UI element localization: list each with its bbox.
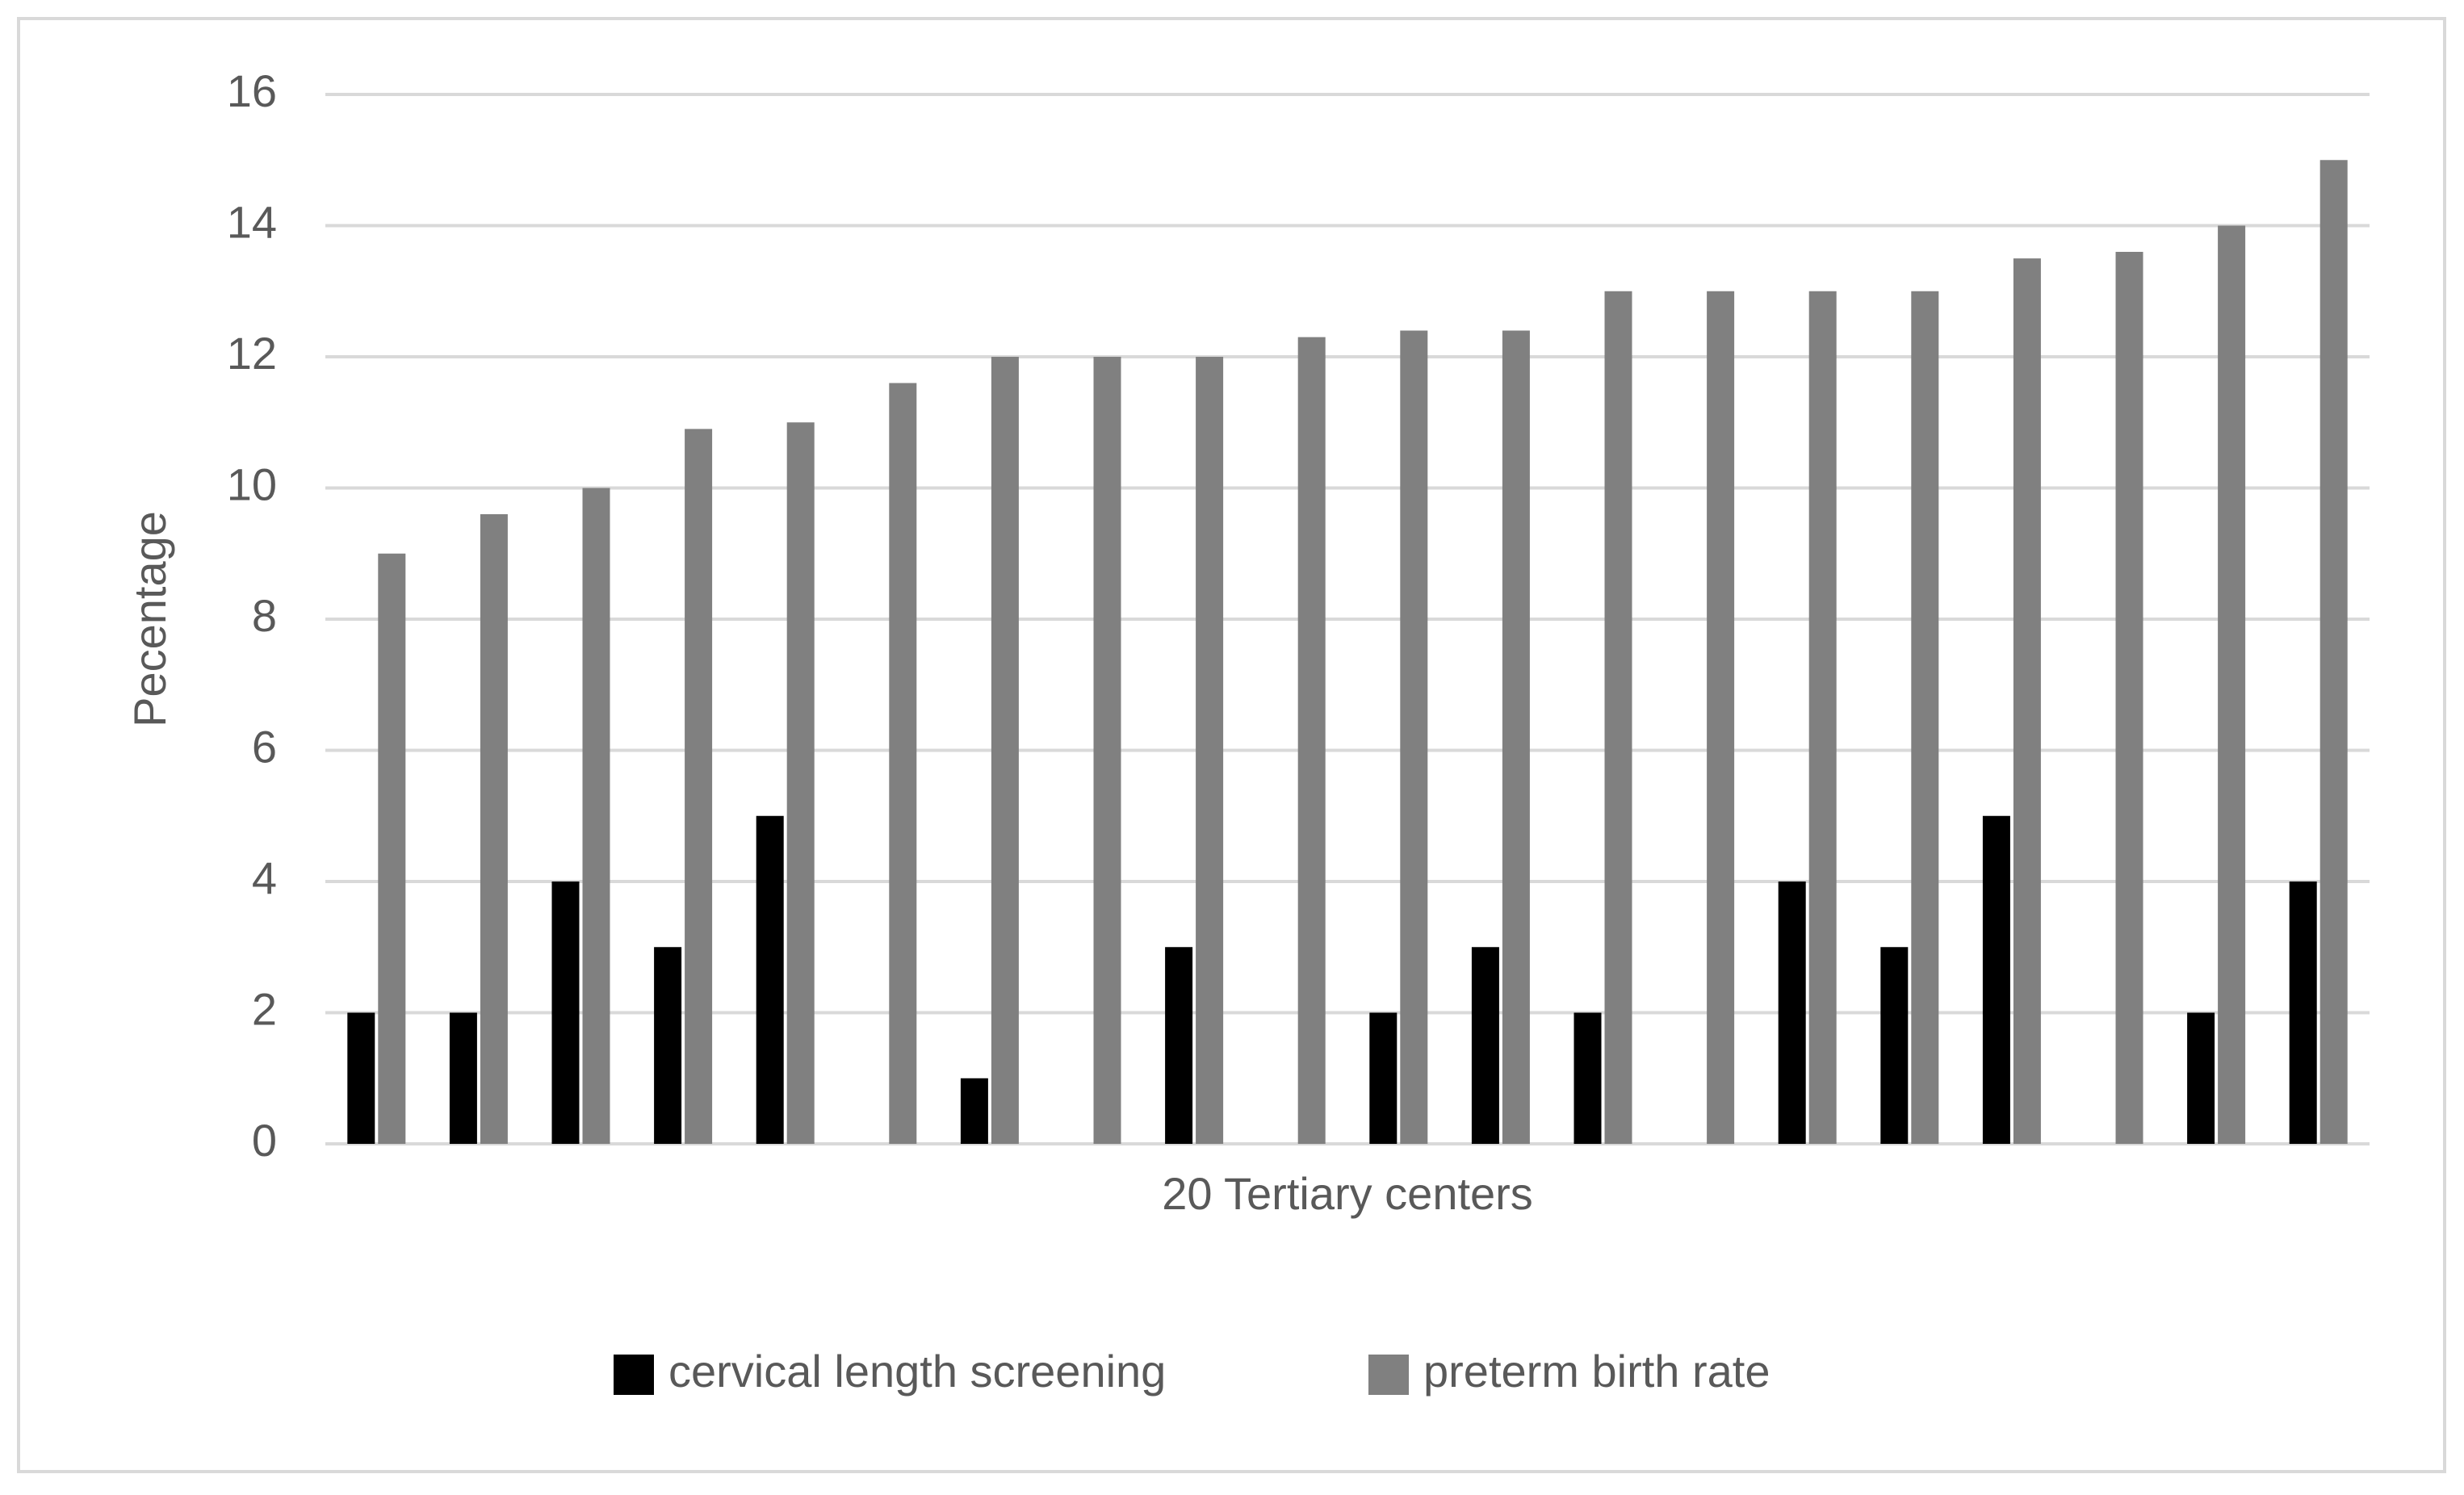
bar (1778, 882, 1806, 1144)
bar (889, 383, 917, 1144)
bar (2218, 225, 2246, 1144)
legend-label: cervical length screening (668, 1346, 1166, 1397)
bar (960, 1078, 988, 1144)
bar (378, 553, 406, 1144)
legend-label: preterm birth rate (1423, 1346, 1770, 1397)
bar (2013, 258, 2041, 1144)
bar (1574, 1012, 1602, 1144)
bar (1880, 947, 1909, 1144)
y-tick-label: 0 (252, 1115, 277, 1166)
bar (786, 422, 815, 1144)
bar (2187, 1012, 2215, 1144)
bar (1808, 291, 1837, 1144)
bar (756, 815, 784, 1144)
bar (2115, 252, 2143, 1144)
bar (449, 1012, 477, 1144)
y-tick-label: 4 (252, 852, 277, 903)
bar (480, 514, 508, 1144)
bar (1165, 947, 1193, 1144)
x-axis-label: 20 Tertiary centers (1162, 1168, 1533, 1219)
y-tick-label: 6 (252, 721, 277, 772)
y-tick-label: 8 (252, 590, 277, 641)
y-tick-label: 12 (227, 328, 277, 379)
y-axis-label: Pecentage (124, 511, 175, 727)
y-tick-label: 16 (227, 65, 277, 116)
bar (1400, 330, 1428, 1144)
bar (1093, 357, 1121, 1144)
bar (2319, 160, 2348, 1144)
bar (1982, 815, 2010, 1144)
bar (1911, 291, 1939, 1144)
bar (1604, 291, 1632, 1144)
bar (654, 947, 682, 1144)
y-tick-label: 10 (227, 459, 277, 509)
bar (685, 429, 713, 1144)
bar (2289, 882, 2317, 1144)
bar (1297, 337, 1326, 1144)
bar (582, 488, 610, 1144)
bar (1471, 947, 1499, 1144)
bar (1502, 330, 1530, 1144)
bar (1369, 1012, 1398, 1144)
y-tick-label: 14 (227, 196, 277, 247)
y-tick-label: 2 (252, 983, 277, 1034)
bar (551, 882, 580, 1144)
legend-swatch (1368, 1355, 1409, 1395)
bar (1707, 291, 1735, 1144)
bar (991, 357, 1019, 1144)
bar (347, 1012, 375, 1144)
legend-swatch (614, 1355, 654, 1395)
bar (1196, 357, 1224, 1144)
